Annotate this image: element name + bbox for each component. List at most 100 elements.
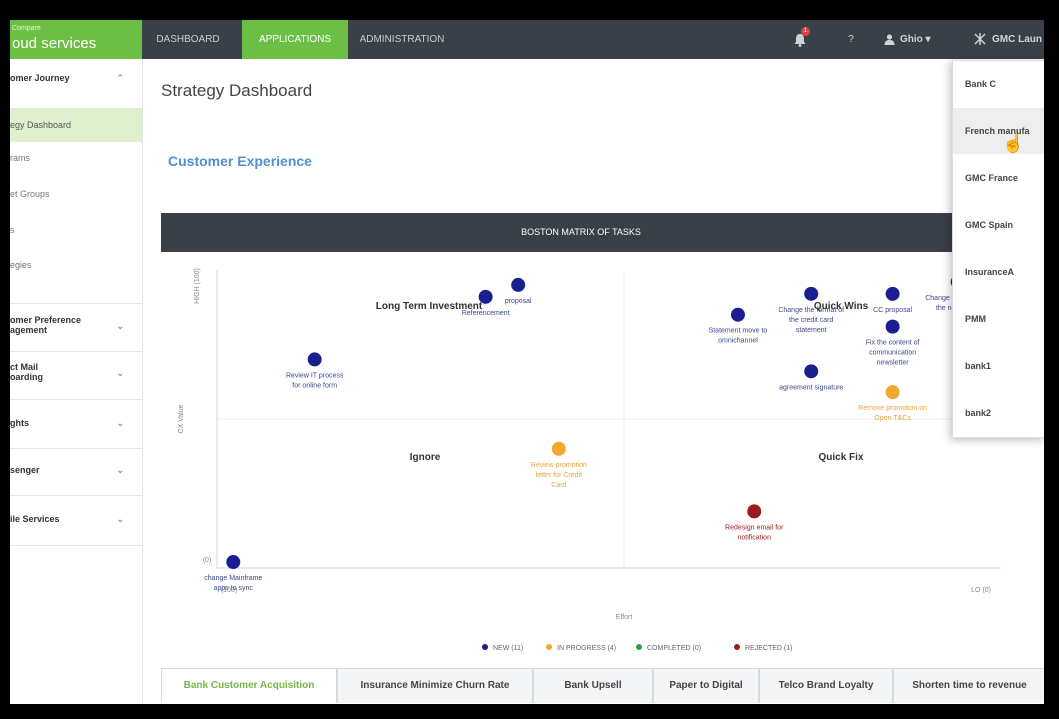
- sidebar-group-label: senger: [10, 465, 40, 475]
- divider: [10, 399, 142, 400]
- data-point-label: Remove promotion on: [858, 405, 927, 412]
- data-point: [804, 286, 819, 301]
- tab-bank-customer-acquisition[interactable]: Bank Customer Acquisition: [161, 668, 337, 703]
- data-point: [730, 307, 745, 322]
- data-point-label: omnichannel: [718, 338, 758, 345]
- data-point-label: Review IT process: [286, 372, 344, 379]
- x-tick-left-label: (100): [221, 587, 237, 594]
- data-point: [885, 286, 900, 301]
- brand-small: Compare: [12, 25, 41, 32]
- legend-label: IN PROGRESS (4): [557, 645, 616, 652]
- legend-marker: [734, 644, 740, 650]
- data-point-label: statement: [796, 327, 827, 334]
- chart-svg: Long Term Investment Quick Wins Ignore Quic…: [178, 268, 1031, 652]
- sidebar-group-label: ghts: [10, 418, 29, 428]
- page-title: Strategy Dashboard: [161, 81, 313, 100]
- data-point: [804, 364, 819, 379]
- org-name: GMC Laun: [992, 34, 1042, 45]
- y-tick-top-label: HIGH (100): [194, 268, 201, 304]
- sidebar-item-tasks[interactable]: s: [10, 225, 15, 235]
- data-point: [478, 289, 493, 304]
- x-axis-label: Effort: [616, 614, 633, 621]
- tab-insurance-minimize-churn[interactable]: Insurance Minimize Churn Rate: [337, 668, 533, 703]
- hand-cursor-icon: ☝: [1002, 133, 1025, 153]
- tab-shorten-time-to-revenue[interactable]: Shorten time to revenue: [893, 668, 1044, 703]
- data-point: [511, 277, 526, 292]
- divider: [10, 448, 142, 449]
- sidebar-item-target-groups[interactable]: et Groups: [10, 189, 50, 199]
- y-tick-bottom-label: (0): [203, 557, 212, 564]
- data-point: [885, 385, 900, 400]
- chevron-up-icon: ⌃: [116, 73, 124, 83]
- data-point: [226, 555, 241, 570]
- data-point: [885, 319, 900, 334]
- divider: [10, 351, 142, 352]
- tab-administration[interactable]: ADMINISTRATION: [359, 34, 445, 45]
- strategy-tabs: Bank Customer Acquisition Insurance Mini…: [161, 668, 1044, 704]
- data-point-label: communication: [869, 350, 916, 357]
- data-point: [551, 441, 566, 456]
- org-option-insurancea[interactable]: InsuranceA: [965, 267, 1015, 277]
- data-point: [307, 352, 322, 367]
- y-axis-label: CX Value: [178, 404, 185, 433]
- data-point-label: apps to sync: [214, 585, 254, 592]
- sidebar-group-label: ct Mail: [10, 362, 39, 372]
- sidebar-group-direct-mail[interactable]: ct Mail oarding ⌄: [10, 362, 142, 392]
- divider: [10, 495, 142, 496]
- sidebar-group-mobile-services[interactable]: ile Services ⌄: [10, 514, 142, 530]
- data-point-label: Statement move to: [709, 328, 768, 335]
- bell-icon: [794, 34, 806, 47]
- divider: [10, 303, 142, 304]
- tab-applications[interactable]: APPLICATIONS: [242, 20, 348, 59]
- chevron-down-icon: ⌄: [116, 368, 124, 378]
- legend-marker: [636, 644, 642, 650]
- top-nav: DASHBOARD APPLICATIONS ADMINISTRATION 1 …: [142, 20, 1044, 59]
- chevron-down-icon: ⌄: [116, 418, 124, 428]
- sidebar-group-preference[interactable]: omer Preference agement ⌄: [10, 315, 142, 345]
- org-menu[interactable]: GMC Laun: [974, 20, 1044, 59]
- org-dropdown: Bank C French manufa GMC France GMC Spai…: [952, 60, 1044, 438]
- data-point-label: proposal: [505, 298, 532, 305]
- help-button[interactable]: ?: [848, 34, 854, 45]
- data-point-label: notification: [738, 534, 772, 541]
- sidebar-item-programs[interactable]: rams: [10, 153, 30, 163]
- tab-paper-to-digital[interactable]: Paper to Digital: [653, 668, 759, 703]
- sidebar-item-strategies[interactable]: egies: [10, 260, 32, 270]
- chevron-down-icon: ⌄: [116, 514, 124, 524]
- tab-telco-brand-loyalty[interactable]: Telco Brand Loyalty: [759, 668, 893, 703]
- data-point-label: newsletter: [877, 360, 910, 367]
- tab-dashboard[interactable]: DASHBOARD: [156, 34, 220, 45]
- legend-label: REJECTED (1): [745, 645, 792, 652]
- sidebar-item-label: egy Dashboard: [10, 120, 72, 130]
- quadrant-label-ignore: Ignore: [410, 452, 441, 463]
- org-icon: [974, 33, 986, 45]
- sidebar: omer Journey ⌃ egy Dashboard rams et Gro…: [10, 59, 143, 704]
- org-option-french-manufacturer[interactable]: French manufa: [953, 108, 1044, 154]
- org-option-bank-c[interactable]: Bank C: [965, 79, 997, 89]
- data-point-label: Open T&Cs: [874, 415, 911, 422]
- tab-bank-upsell[interactable]: Bank Upsell: [533, 668, 653, 703]
- user-icon: [884, 34, 895, 45]
- legend-marker: [482, 644, 488, 650]
- org-option-pmm[interactable]: PMM: [965, 314, 986, 324]
- legend-label: NEW (11): [493, 645, 523, 652]
- data-point-label: Referencement: [462, 310, 510, 317]
- matrix-header: BOSTON MATRIX OF TASKS: [161, 213, 1001, 252]
- sidebar-section-customer-journey[interactable]: omer Journey ⌃: [10, 73, 142, 93]
- notifications-button[interactable]: 1: [792, 20, 814, 59]
- org-option-gmc-spain[interactable]: GMC Spain: [965, 220, 1014, 230]
- sidebar-item-strategy-dashboard[interactable]: egy Dashboard: [10, 108, 142, 142]
- brand-logo[interactable]: Compare oud services: [10, 20, 142, 59]
- org-option-bank2[interactable]: bank2: [965, 408, 992, 418]
- sidebar-group-messenger[interactable]: senger ⌄: [10, 465, 142, 481]
- quadrant-label-quick-wins: Quick Wins: [814, 301, 869, 312]
- boston-matrix-chart: Long Term Investment Quick Wins Ignore Quic…: [161, 252, 1031, 662]
- user-menu[interactable]: Ghio ▾: [884, 20, 944, 59]
- org-option-gmc-france[interactable]: GMC France: [965, 173, 1019, 183]
- quadrant-label-quick-fix: Quick Fix: [818, 452, 863, 463]
- data-point: [747, 504, 762, 519]
- sidebar-group-label: omer Preference: [10, 315, 82, 325]
- sidebar-group-insights[interactable]: ghts ⌄: [10, 418, 142, 434]
- app-window: Compare oud services DASHBOARD APPLICATI…: [10, 20, 1044, 704]
- org-option-bank1[interactable]: bank1: [965, 361, 992, 371]
